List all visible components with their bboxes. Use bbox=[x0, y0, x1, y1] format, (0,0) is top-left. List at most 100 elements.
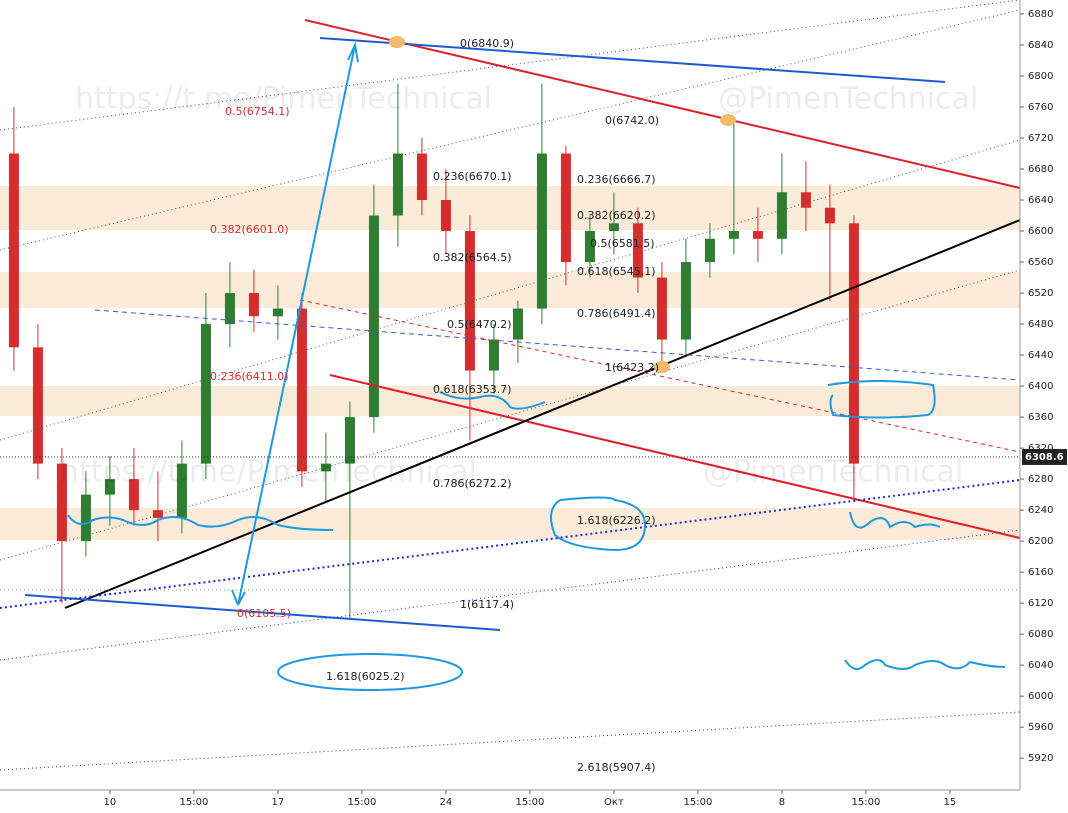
trend-line bbox=[0, 529, 1021, 661]
y-tick-label: 6720 bbox=[1028, 133, 1053, 144]
hand-drawing bbox=[844, 659, 1006, 670]
candle-body bbox=[392, 153, 403, 216]
y-tick-label: 6080 bbox=[1028, 629, 1053, 640]
y-tick-label: 6160 bbox=[1028, 567, 1053, 578]
y-tick-label: 6600 bbox=[1028, 226, 1053, 237]
axes: 5920 5960 6000 6040 6080 6120 6160 6200 6240 6280… bbox=[104, 9, 1067, 808]
candle-body bbox=[104, 479, 115, 495]
fib-label: 0.382(6601.0) bbox=[210, 223, 289, 236]
x-tick-label: 15:00 bbox=[180, 797, 209, 808]
x-tick-label: 24 bbox=[440, 797, 453, 808]
fib-label: 0.5(6470.2) bbox=[447, 318, 512, 331]
price-axis bbox=[1020, 0, 1068, 813]
y-tick-label: 6880 bbox=[1028, 9, 1053, 20]
y-tick-label: 6200 bbox=[1028, 536, 1053, 547]
fib-label: 0.236(6670.1) bbox=[433, 170, 512, 183]
fib-label: 0.618(6353.7) bbox=[433, 383, 512, 396]
candle-body bbox=[8, 153, 19, 348]
fib-label: 0.236(6411.0) bbox=[210, 370, 289, 383]
candle-body bbox=[824, 207, 835, 224]
candle-body bbox=[488, 339, 499, 371]
hand-drawing bbox=[67, 514, 334, 531]
drawings bbox=[0, 0, 1021, 771]
trend-line bbox=[64, 219, 1021, 609]
y-tick-label: 6760 bbox=[1028, 102, 1053, 113]
watermark: @PimenTechnical bbox=[703, 455, 963, 490]
fib-labels: 0(6840.9) 0.5(6754.1) 0(6742.0) 0.236(66… bbox=[210, 37, 659, 774]
candle-body bbox=[560, 153, 571, 263]
trend-line bbox=[299, 299, 1021, 453]
watermark: https://t.me/PimenTechnical bbox=[60, 455, 477, 490]
fib-label: 0.786(6272.2) bbox=[433, 477, 512, 490]
candle-body bbox=[608, 223, 619, 232]
candle-body bbox=[656, 277, 667, 340]
hand-arrow bbox=[231, 41, 359, 606]
x-tick-label: 15 bbox=[944, 797, 957, 808]
candle-body bbox=[704, 238, 715, 263]
candle-body bbox=[80, 494, 91, 542]
y-tick-label: 6120 bbox=[1028, 598, 1053, 609]
trend-line bbox=[329, 374, 1021, 539]
pivot-dot bbox=[720, 114, 736, 126]
fib-label: 0.236(6666.7) bbox=[577, 173, 656, 186]
last-price-box bbox=[1022, 448, 1067, 465]
candle-body bbox=[536, 153, 547, 309]
candle-body bbox=[464, 231, 475, 371]
pivot-dot bbox=[654, 361, 670, 373]
trend-line bbox=[0, 479, 1021, 609]
candle-body bbox=[200, 324, 211, 464]
trend-line bbox=[304, 19, 1021, 189]
candle-body bbox=[32, 347, 43, 464]
candle-body bbox=[176, 463, 187, 518]
candle-body bbox=[320, 463, 331, 472]
fib-label: 0(6742.0) bbox=[605, 114, 659, 127]
candle-body bbox=[800, 192, 811, 208]
candle-body bbox=[848, 223, 859, 464]
y-tick-label: 6240 bbox=[1028, 505, 1053, 516]
y-tick-label: 5920 bbox=[1028, 753, 1053, 764]
hand-drawing bbox=[827, 380, 936, 419]
fib-label: 1(6423.2) bbox=[605, 361, 659, 374]
last-price-label: 6308.6 bbox=[1025, 452, 1064, 463]
fib-label: 2.618(5907.4) bbox=[577, 761, 656, 774]
candle-body bbox=[728, 231, 739, 239]
watermark: @PimenTechnical bbox=[718, 82, 978, 117]
hand-drawing bbox=[277, 653, 463, 691]
x-tick-label: 15:00 bbox=[684, 797, 713, 808]
fib-label: 1.618(6025.2) bbox=[326, 670, 405, 683]
y-tick-label: 5960 bbox=[1028, 722, 1053, 733]
marks bbox=[0, 83, 1020, 619]
y-tick-label: 6480 bbox=[1028, 319, 1053, 330]
y-tick-label: 6680 bbox=[1028, 164, 1053, 175]
candle-body bbox=[752, 231, 763, 239]
candle-body bbox=[512, 308, 523, 340]
y-tick-label: 6560 bbox=[1028, 257, 1053, 268]
trend-line bbox=[319, 37, 946, 83]
fib-label: 0.5(6581.5) bbox=[590, 237, 655, 250]
x-tick-label: 10 bbox=[104, 797, 117, 808]
candle-body bbox=[584, 231, 595, 263]
y-tick-label: 6280 bbox=[1028, 474, 1053, 485]
fib-label: 0(6840.9) bbox=[460, 37, 514, 50]
y-tick-label: 6800 bbox=[1028, 71, 1053, 82]
x-tick-label: 15:00 bbox=[348, 797, 377, 808]
x-tick-label: 15:00 bbox=[852, 797, 881, 808]
x-tick-label: Окт bbox=[604, 797, 624, 808]
fib-label: 1.618(6226.2) bbox=[577, 514, 656, 527]
trend-line bbox=[0, 269, 1021, 561]
x-tick-label: 8 bbox=[779, 797, 785, 808]
watermark: https://t.me/PimenTechnical bbox=[75, 82, 492, 117]
trend-line bbox=[0, 0, 1021, 131]
candle-body bbox=[128, 479, 139, 511]
pivot-dot bbox=[389, 36, 405, 48]
y-tick-label: 6400 bbox=[1028, 381, 1053, 392]
y-tick-label: 6360 bbox=[1028, 412, 1053, 423]
fib-label: 0.5(6754.1) bbox=[225, 105, 290, 118]
candle-body bbox=[416, 153, 427, 201]
candle-body bbox=[680, 262, 691, 340]
candle-body bbox=[224, 293, 235, 325]
y-tick-label: 6640 bbox=[1028, 195, 1053, 206]
zone bbox=[0, 272, 1020, 308]
time-axis bbox=[0, 790, 1068, 813]
